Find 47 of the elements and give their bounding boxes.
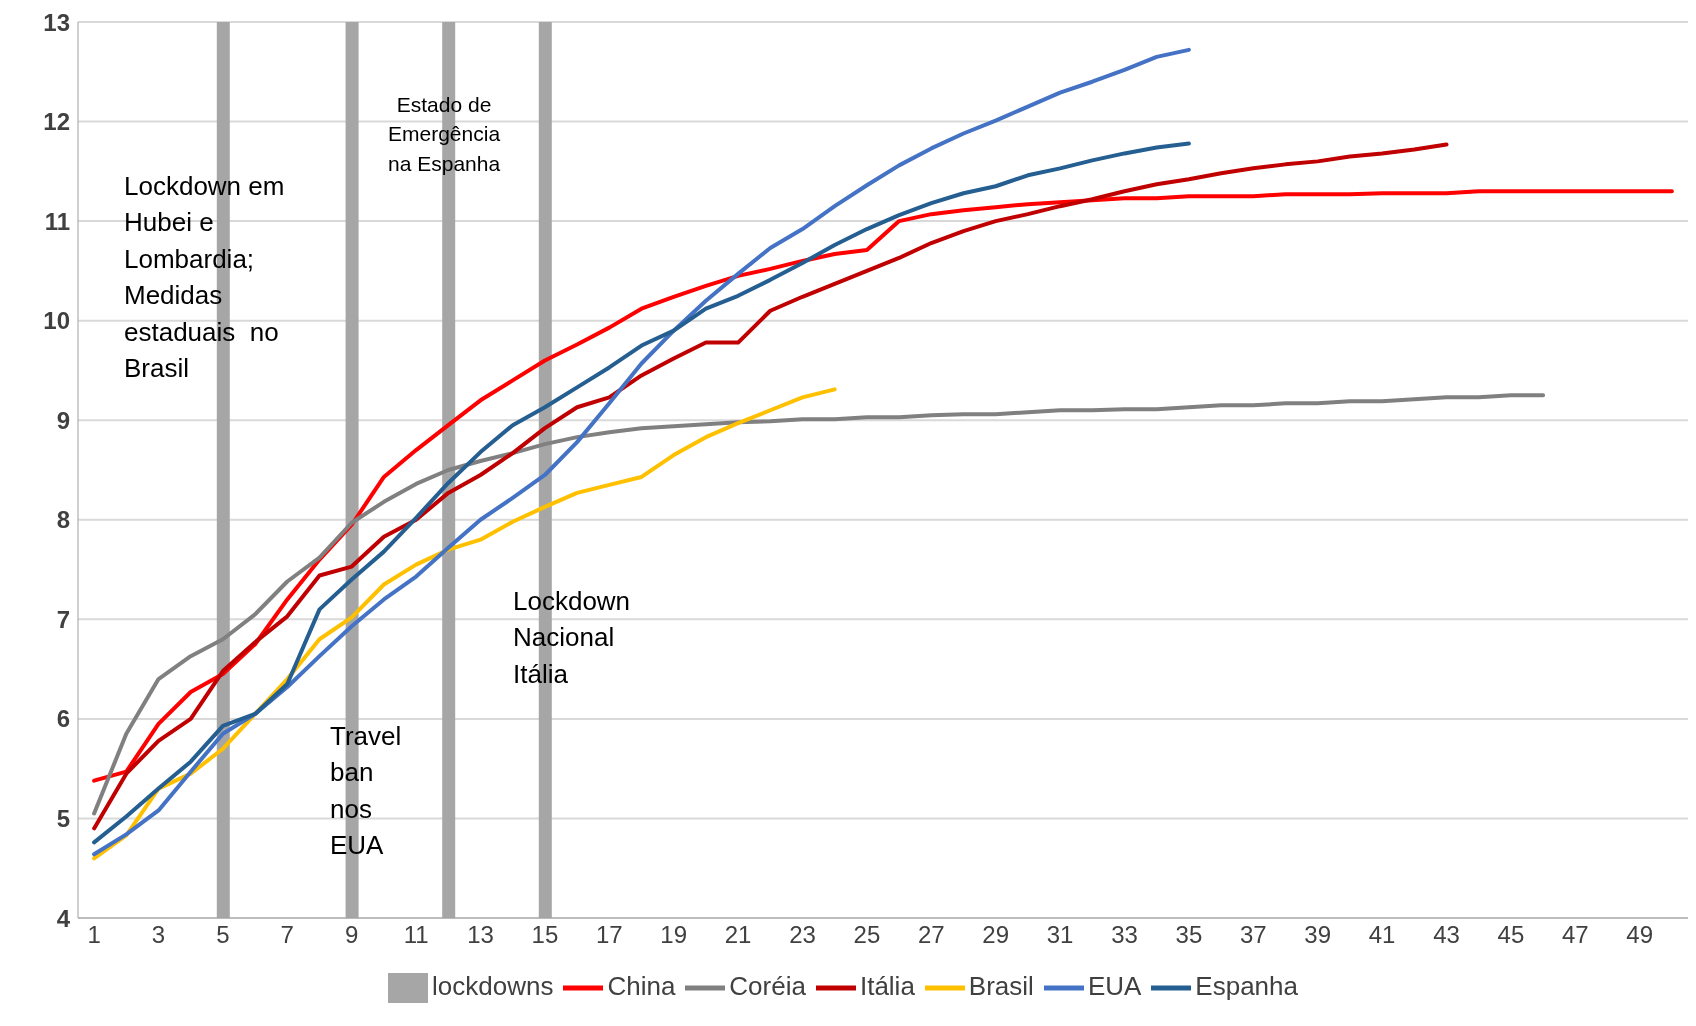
y-tick-label: 5: [56, 804, 70, 832]
x-tick-label: 5: [216, 921, 230, 949]
x-tick-label: 19: [660, 921, 688, 949]
x-tick-label: 35: [1175, 921, 1203, 949]
annotation: Lockdown em Hubei e Lombardia; Medidas estaduais no Brasil: [124, 170, 285, 385]
line-series: [92, 393, 1546, 816]
x-tick-label: 43: [1433, 921, 1460, 949]
legend-label: Coréia: [729, 970, 806, 1001]
x-tick-label: 21: [724, 921, 752, 949]
x-tick-label: 33: [1111, 921, 1138, 949]
y-tick-label: 8: [56, 506, 70, 534]
x-tick-label: 9: [345, 921, 359, 949]
x-tick-label: 23: [789, 921, 816, 949]
x-tick-label: 41: [1368, 921, 1396, 949]
y-tick-label: 4: [56, 904, 71, 932]
x-tick-label: 11: [403, 921, 429, 949]
y-tick-label: 13: [43, 8, 70, 36]
annotation: Estado de Emergência na Espanha: [388, 92, 501, 177]
y-tick-label: 7: [56, 605, 70, 633]
x-tick-label: 1: [87, 921, 101, 949]
annotation: Travel ban nos EUA: [330, 720, 402, 863]
x-tick-label: 31: [1046, 921, 1074, 949]
legend-label: Itália: [859, 970, 915, 1001]
legend-label: China: [607, 970, 676, 1001]
y-tick-label: 11: [44, 207, 70, 235]
x-tick-label: 13: [467, 921, 494, 949]
legend-label: lockdowns: [432, 970, 554, 1001]
legend-label: Brasil: [968, 970, 1034, 1001]
x-tick-label: 29: [982, 921, 1010, 949]
x-tick-label: 7: [280, 921, 294, 949]
annotation: Lockdown Nacional Itália: [513, 585, 631, 691]
x-tick-label: 39: [1304, 921, 1332, 949]
y-tick-label: 6: [56, 705, 70, 733]
x-tick-label: 37: [1239, 921, 1267, 949]
y-tick-label: 9: [56, 406, 70, 434]
x-tick-label: 45: [1497, 921, 1525, 949]
x-tick-label: 15: [531, 921, 559, 949]
legend-label: Espanha: [1195, 970, 1298, 1001]
legend-label: EUA: [1087, 970, 1142, 1001]
y-tick-label: 12: [43, 108, 70, 136]
x-tick-label: 49: [1626, 921, 1654, 949]
x-tick-label: 3: [151, 921, 166, 949]
x-tick-label: 17: [595, 921, 623, 949]
x-tick-label: 25: [853, 921, 881, 949]
x-tick-label: 47: [1561, 921, 1589, 949]
y-tick-label: 10: [43, 307, 70, 335]
x-tick-label: 27: [917, 921, 945, 949]
